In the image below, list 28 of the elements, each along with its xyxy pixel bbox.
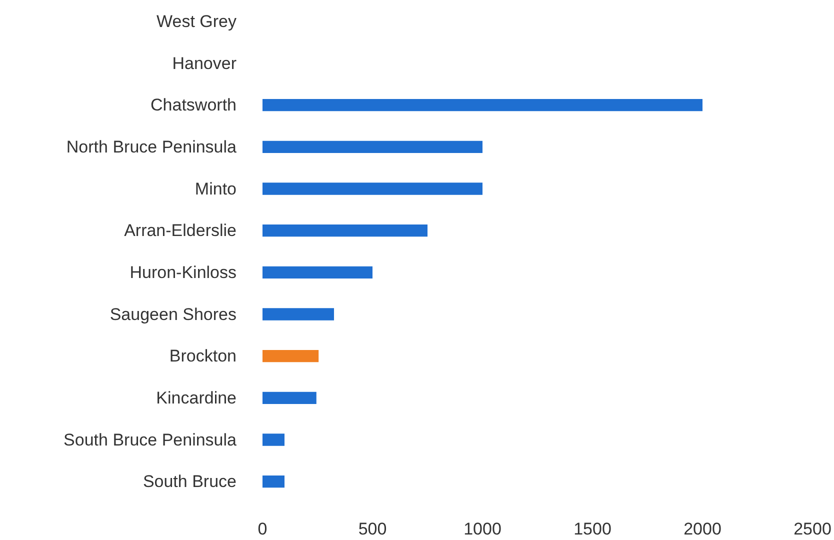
bar [262,99,702,112]
bar [262,140,482,153]
x-tick-label: 1000 [464,520,502,538]
y-tick-label: Hanover [172,54,237,73]
x-tick-label: 2000 [684,520,722,538]
bar [262,266,372,278]
y-tick-label: Brockton [169,346,237,366]
bar [262,308,334,320]
bar [262,224,428,237]
y-tick-label: Arran-Elderslie [124,221,237,240]
x-tick-label: 2500 [794,520,832,538]
y-tick-label: North Bruce Peninsula [66,137,238,156]
y-tick-label: Huron-Kinloss [130,262,236,282]
y-tick-label: South Bruce [142,472,237,492]
bar [262,476,284,488]
y-tick-label: Saugeen Shores [110,304,237,324]
bar [262,350,319,362]
y-tick-label: Kincardine [156,388,236,408]
x-tick-label: 1500 [574,520,612,538]
bar [262,182,482,195]
x-tick-label: 500 [358,520,387,538]
x-tick-label: 0 [258,520,268,538]
bar [262,392,316,404]
y-tick-label: West Grey [156,12,237,31]
y-tick-label: South Bruce Peninsula [64,430,238,450]
y-tick-label: Minto [194,179,237,198]
bar [262,434,284,446]
y-tick-label: Chatsworth [150,96,237,115]
